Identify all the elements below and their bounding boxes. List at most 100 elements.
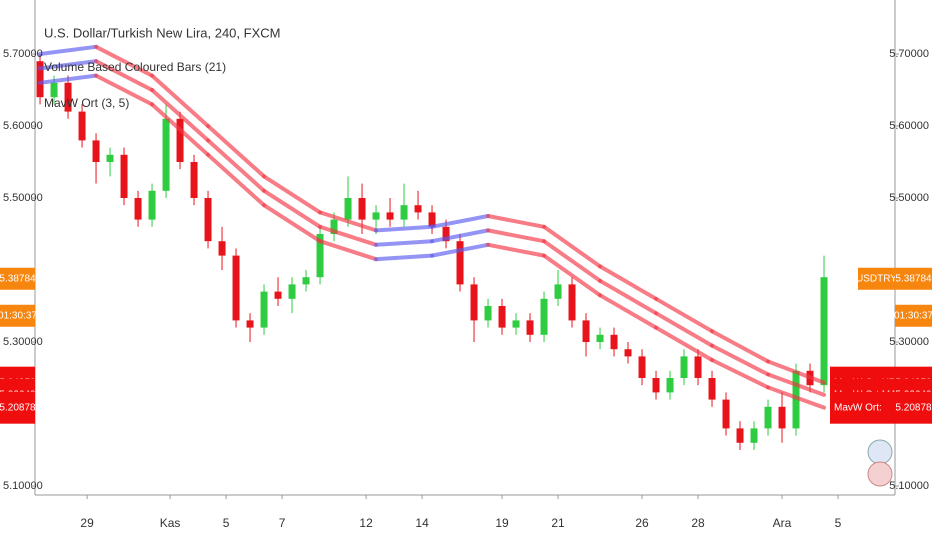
candle-body	[610, 334, 618, 350]
indicator-label: MavW Ort (3, 5)	[44, 96, 129, 110]
candle-body	[526, 320, 534, 335]
band-segment	[374, 239, 435, 247]
candle-body	[764, 406, 772, 429]
y-tick-label: 5.60000	[3, 120, 43, 132]
band-segment	[94, 73, 155, 107]
candle-body	[358, 198, 366, 220]
band-segment	[318, 210, 379, 233]
x-tick-label: 19	[495, 516, 509, 530]
y-tick-label: 5.30000	[889, 336, 929, 348]
candle-body	[414, 205, 422, 213]
countdown-label: 01:30:37	[0, 310, 37, 321]
band-badge-label: 5.20878	[895, 402, 932, 413]
countdown-label: 01:30:37	[894, 310, 932, 321]
candle-body	[92, 140, 100, 162]
chart-title: U.S. Dollar/Turkish New Lira, 240, FXCM	[44, 25, 280, 40]
band-segment	[94, 59, 155, 92]
candle-body	[106, 154, 114, 162]
band-segment	[542, 224, 603, 269]
price-badge-label: 5.38784	[0, 273, 36, 284]
x-tick-label: 5	[835, 516, 842, 530]
candle-body	[470, 284, 478, 321]
candle-body	[148, 190, 156, 220]
candle-body	[120, 154, 128, 198]
candle-body	[218, 241, 226, 256]
band-segment	[206, 152, 267, 208]
candle-body	[736, 428, 744, 443]
band-segment	[710, 343, 771, 377]
band-segment	[150, 73, 211, 128]
candle-body	[568, 284, 576, 321]
candle-body	[330, 219, 338, 234]
band-segment	[542, 253, 603, 298]
band-segment	[430, 242, 491, 258]
candle-body	[232, 255, 240, 321]
band-segment	[654, 325, 715, 362]
band-segment	[38, 44, 99, 56]
avatar	[867, 461, 893, 487]
candle-body	[708, 378, 716, 400]
candle-body	[274, 291, 282, 299]
x-tick-label: 7	[279, 516, 286, 530]
band-segment	[598, 278, 659, 316]
symbol-label: USDTRY	[856, 273, 897, 284]
candle-body	[386, 212, 394, 220]
x-tick-label: Kas	[160, 516, 181, 530]
band-segment	[654, 296, 715, 334]
band-name-badge	[830, 391, 895, 424]
band-segment	[766, 372, 827, 397]
band-segment	[262, 188, 323, 229]
band-badge	[895, 391, 932, 424]
y-tick-label: 5.30000	[3, 336, 43, 348]
price-badge	[0, 267, 35, 290]
candle-body	[64, 82, 72, 112]
band-segment	[206, 124, 267, 179]
band-segment	[542, 239, 603, 283]
candle-body	[582, 320, 590, 342]
candle-body	[484, 306, 492, 321]
band-segment	[654, 311, 715, 348]
candle-body	[36, 61, 44, 98]
band-segment	[598, 264, 659, 301]
avatar	[867, 439, 893, 465]
band-name-label: MavW Ort:	[834, 402, 882, 413]
x-tick-label: 12	[359, 516, 373, 530]
candle-body	[638, 356, 646, 378]
x-tick-label: Ara	[773, 516, 792, 530]
y-tick-label: 5.60000	[889, 120, 929, 132]
band-segment	[262, 203, 323, 244]
band-segment	[486, 242, 547, 258]
band-segment	[710, 358, 771, 390]
band-segment	[486, 214, 547, 229]
candle-body	[400, 205, 408, 220]
band-segment	[486, 228, 547, 244]
band-segment	[150, 88, 211, 143]
band-segment	[374, 253, 435, 262]
candle-body	[722, 399, 730, 429]
candle-body	[176, 118, 184, 162]
candle-body	[456, 241, 464, 285]
y-tick-label: 5.10000	[3, 480, 43, 492]
candle-body	[554, 284, 562, 299]
symbol-badge	[858, 267, 895, 290]
candle-body	[498, 306, 506, 328]
plot	[36, 44, 828, 450]
candle-body	[694, 356, 702, 378]
band-segment	[150, 102, 211, 157]
candle-body	[78, 111, 86, 141]
band-segment	[598, 293, 659, 330]
candle-body	[134, 198, 142, 220]
y-tick-label: 5.70000	[3, 48, 43, 60]
candle-body	[204, 198, 212, 242]
candle-body	[778, 406, 786, 429]
price-badge-label: 5.38784	[895, 273, 932, 284]
band-segment	[766, 385, 827, 410]
x-tick-label: 21	[551, 516, 565, 530]
candle-body	[288, 284, 296, 299]
candle-body	[540, 298, 548, 335]
y-tick-label: 5.70000	[889, 48, 929, 60]
candle-body	[260, 291, 268, 328]
candle-body	[596, 334, 604, 342]
band-segment	[430, 228, 491, 244]
band-badge	[0, 391, 35, 424]
